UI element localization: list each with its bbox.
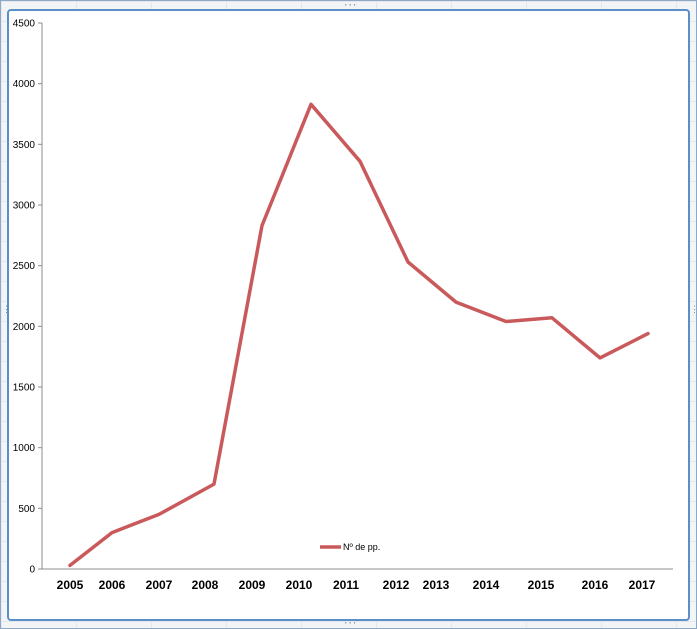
axes <box>41 23 673 570</box>
series-lines <box>68 102 650 568</box>
legend: Nº de pp. <box>320 542 380 552</box>
resize-handle-bottom[interactable]: ··· <box>343 619 357 629</box>
x-tick-label: 2014 <box>473 578 500 592</box>
x-tick-label: 2010 <box>286 578 313 592</box>
y-tick-label: 2000 <box>13 322 36 333</box>
x-tick-label: 2016 <box>582 578 609 592</box>
x-tick-label: 2009 <box>239 578 266 592</box>
x-tick-label: 2017 <box>629 578 656 592</box>
x-tick-label: 2015 <box>528 578 555 592</box>
chart-object[interactable] <box>7 9 690 621</box>
y-tick-labels: 0 500 1000 1500 2000 2500 3000 3500 4000 4500 <box>13 19 42 576</box>
series-line <box>68 102 650 568</box>
x-tick-labels: 2005 2006 2007 2008 2009 2010 2011 2012 2013 2014… <box>57 578 656 592</box>
resize-handle-right[interactable]: ⋮ <box>690 305 697 315</box>
resize-handle-top[interactable]: ··· <box>343 1 357 11</box>
x-tick-label: 2011 <box>333 578 359 592</box>
x-tick-label: 2008 <box>192 578 219 592</box>
y-tick-label: 2500 <box>13 261 36 272</box>
y-tick-label: 3500 <box>13 140 36 151</box>
x-tick-label: 2005 <box>57 578 84 592</box>
y-tick-label: 0 <box>29 565 35 576</box>
x-tick-label: 2007 <box>146 578 173 592</box>
legend-label: Nº de pp. <box>343 542 380 552</box>
y-tick-label: 500 <box>18 504 35 515</box>
y-tick-label: 1000 <box>13 443 36 454</box>
y-tick-label: 4000 <box>13 79 36 90</box>
resize-handle-left[interactable]: ⋮ <box>2 305 11 315</box>
y-tick-label: 1500 <box>13 383 36 394</box>
x-tick-label: 2006 <box>99 578 126 592</box>
x-tick-label: 2013 <box>423 578 450 592</box>
y-tick-label: 4500 <box>13 19 36 30</box>
x-tick-label: 2012 <box>383 578 410 592</box>
y-tick-label: 3000 <box>13 201 36 212</box>
